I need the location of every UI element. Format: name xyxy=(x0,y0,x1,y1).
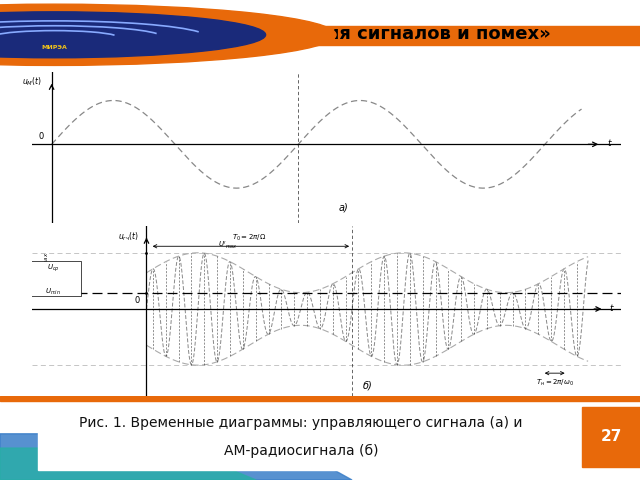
Bar xyxy=(582,407,640,468)
Text: $u_{M}(t)$: $u_{M}(t)$ xyxy=(22,76,42,88)
Circle shape xyxy=(0,12,266,58)
Bar xyxy=(38,406,576,470)
Text: $U_{ср}$: $U_{ср}$ xyxy=(47,263,60,274)
Text: 0: 0 xyxy=(38,132,44,141)
Text: МИРЭА: МИРЭА xyxy=(42,45,67,50)
Text: $t$: $t$ xyxy=(609,301,615,312)
Text: $U_{min}$: $U_{min}$ xyxy=(45,287,61,297)
Bar xyxy=(0,396,640,401)
Text: 27: 27 xyxy=(600,429,622,444)
Text: $T_н = 2\pi/\omega_0$: $T_н = 2\pi/\omega_0$ xyxy=(536,377,573,388)
Text: $t$: $t$ xyxy=(607,137,613,148)
Text: «Методы описания сигналов и помех»: «Методы описания сигналов и помех» xyxy=(153,24,551,42)
Bar xyxy=(0,26,640,45)
Text: АМ-радиосигнала (б): АМ-радиосигнала (б) xyxy=(223,444,378,458)
Text: б): б) xyxy=(362,381,372,391)
Text: $U_{max}$: $U_{max}$ xyxy=(39,252,51,271)
Bar xyxy=(22,261,81,296)
Text: а): а) xyxy=(338,202,348,212)
Text: $U'_{max}$: $U'_{max}$ xyxy=(218,240,238,251)
Polygon shape xyxy=(0,434,352,480)
Circle shape xyxy=(0,4,336,65)
Text: 0: 0 xyxy=(134,296,140,305)
Text: $T_0 = 2\pi/\Omega$: $T_0 = 2\pi/\Omega$ xyxy=(232,232,266,243)
Polygon shape xyxy=(0,448,256,480)
Text: Рис. 1. Временные диаграммы: управляющего сигнала (а) и: Рис. 1. Временные диаграммы: управляющег… xyxy=(79,416,522,430)
Text: $u_{rч}(t)$: $u_{rч}(t)$ xyxy=(118,230,138,243)
